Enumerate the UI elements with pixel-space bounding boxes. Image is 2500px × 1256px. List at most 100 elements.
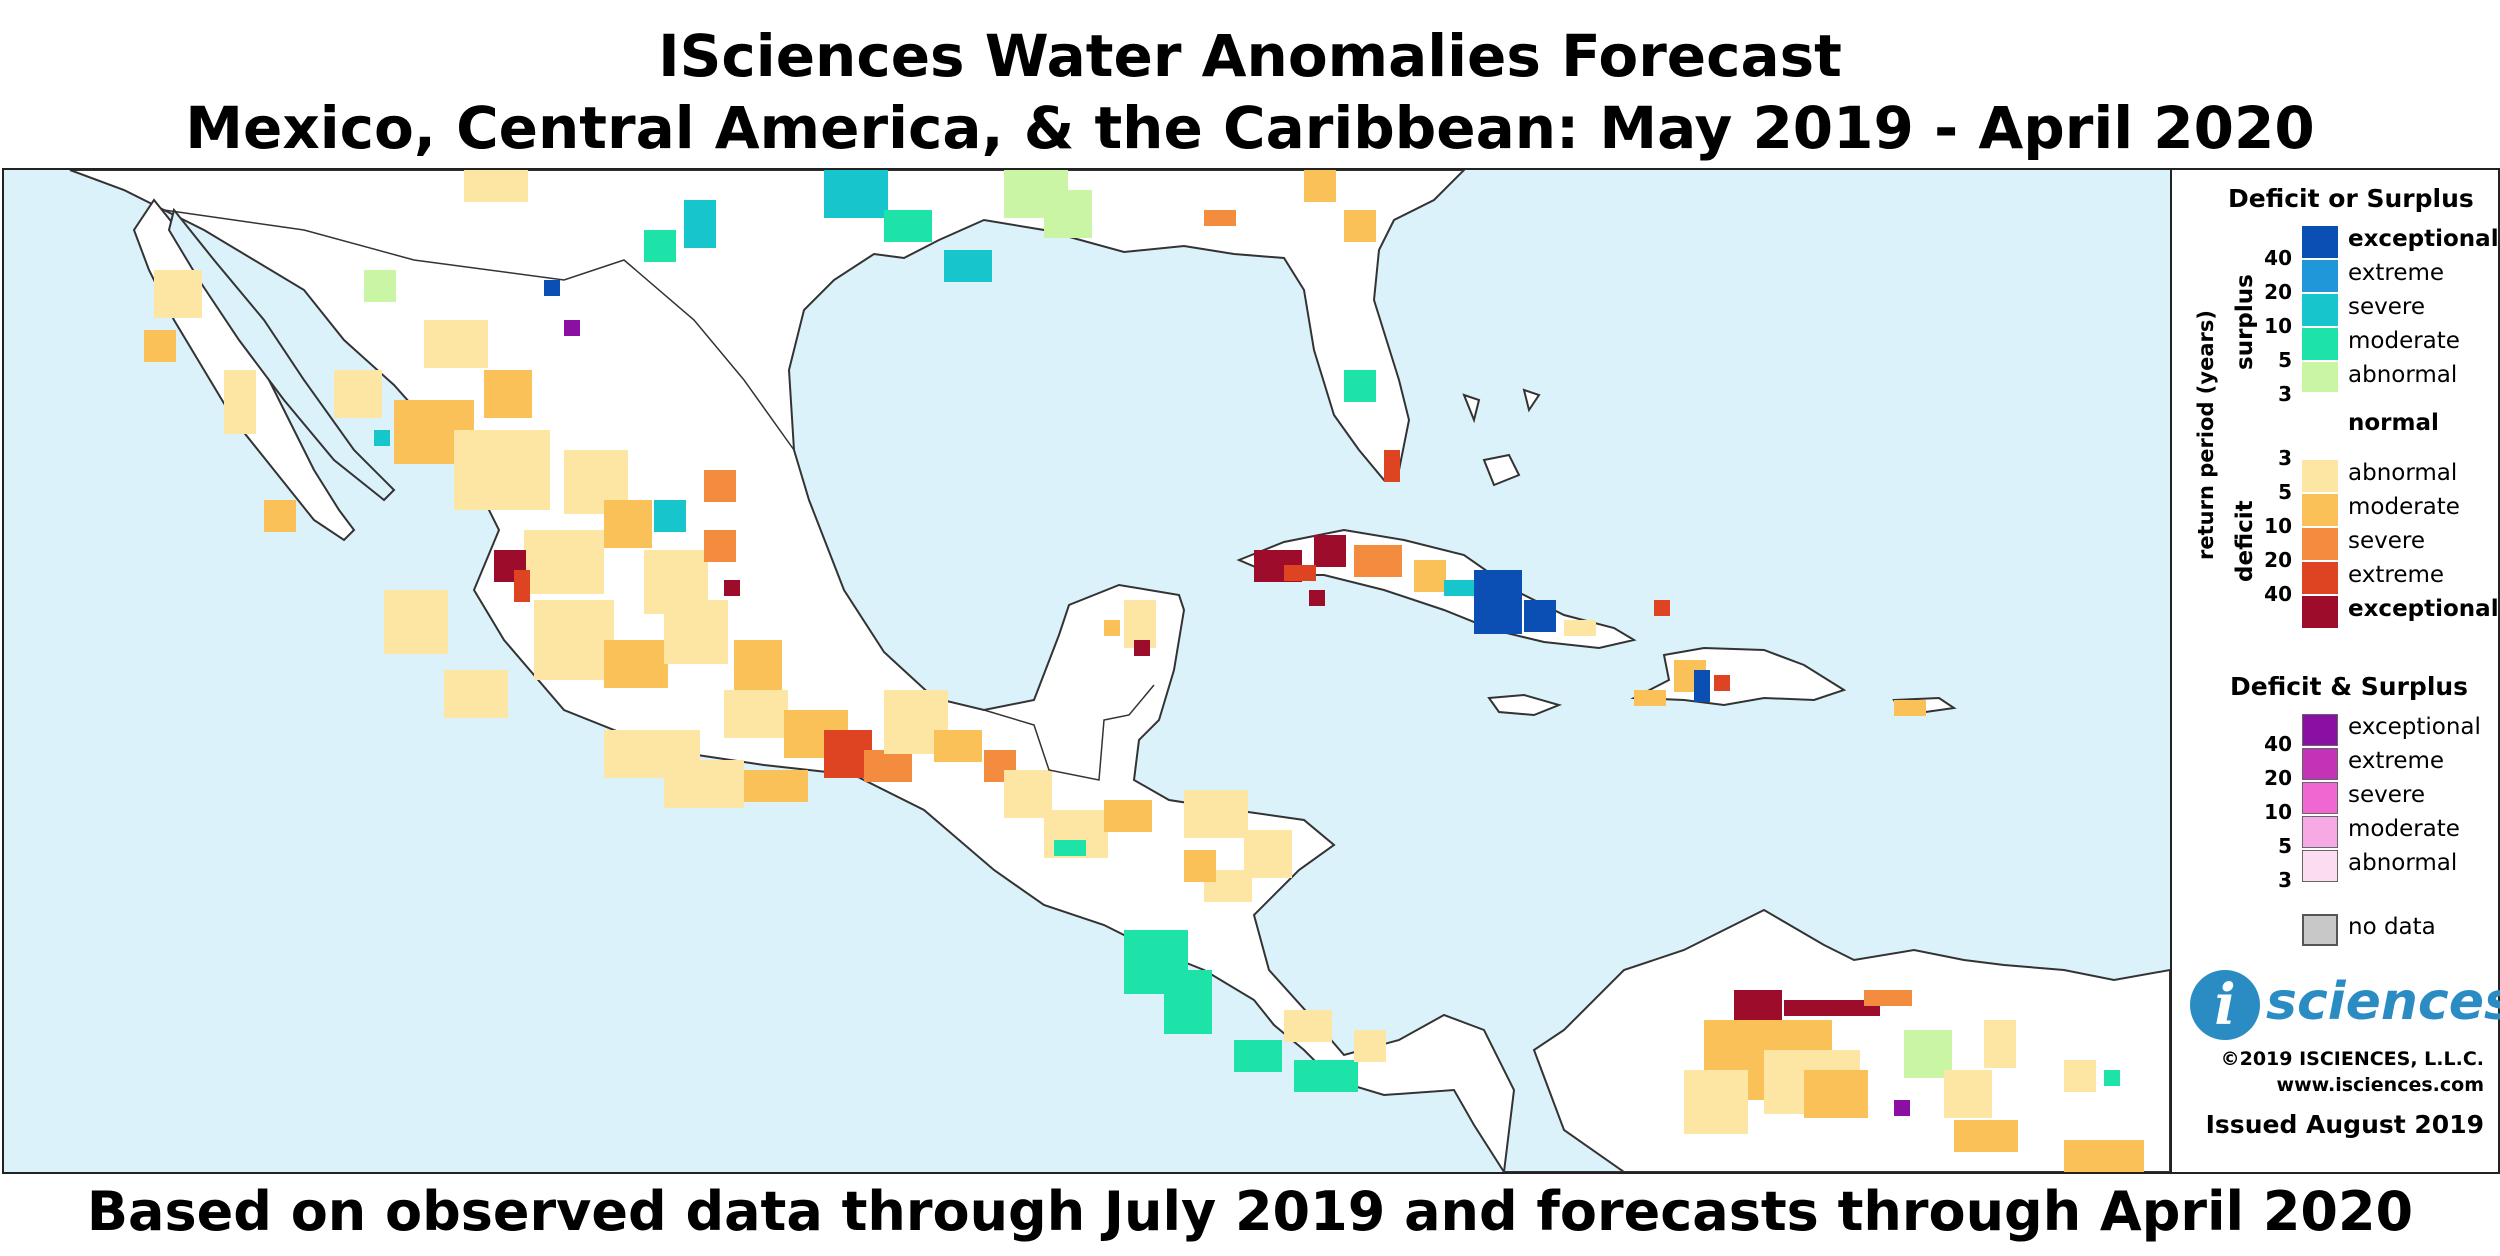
anomaly-cell [2104,1070,2120,1086]
legend-label-surplus-abnormal: abnormal [2348,362,2458,388]
anomaly-cell [424,320,488,368]
anomaly-cell [644,230,676,262]
anomaly-cell [944,250,992,282]
anomaly-cell [1784,1000,1880,1016]
legend-tick-both-3: 3 [2278,868,2292,892]
legend-tick-deficit-5: 5 [2278,480,2292,504]
logo-wordmark: sciences [2266,972,2500,1032]
anomaly-cell [384,590,448,654]
legend-tick-surplus-10: 10 [2264,314,2292,338]
anomaly-cell [1804,1070,1868,1118]
title-line-2: Mexico, Central America, & the Caribbean… [185,94,2315,162]
anomaly-cell [1284,565,1316,581]
anomaly-cell [1234,1040,1282,1072]
anomaly-cell [604,500,652,548]
anomaly-cell [1284,1010,1332,1042]
legend-tick-both-10: 10 [2264,800,2292,824]
legend-label-surplus-severe: severe [2348,294,2425,320]
anomaly-cell [664,600,728,664]
anomaly-cell [1344,370,1376,402]
legend-axis-return-period: return period (years) [2194,310,2218,560]
legend-tick-deficit-3: 3 [2278,446,2292,470]
anomaly-cells [144,170,2144,1172]
anomaly-cell [1164,970,1212,1034]
legend-label-deficit-abnormal: abnormal [2348,460,2458,486]
anomaly-cell [1054,840,1086,856]
land-bahamas [1462,388,1541,487]
anomaly-cell [824,170,888,218]
legend-swatch-both-severe [2302,782,2338,814]
anomaly-cell [454,430,550,510]
anomaly-cell [1894,1100,1910,1116]
legend-label-both-exceptional: exceptional [2348,714,2481,740]
legend-label-both-extreme: extreme [2348,748,2445,774]
anomaly-cell [1634,690,1666,706]
legend-tick-both-20: 20 [2264,766,2292,790]
website-text: www.isciences.com [2276,1074,2484,1096]
anomaly-cell [564,320,580,336]
logo-i-icon: i [2190,970,2260,1040]
map-canvas [69,170,2170,1172]
legend-swatch-surplus-severe [2302,294,2338,326]
land-north-america [69,170,2170,1172]
legend: Deficit or Surplus return period (years)… [2170,168,2500,1174]
legend-heading-deficit-and-surplus: Deficit & Surplus [2230,672,2469,701]
legend-swatch-both-extreme [2302,748,2338,780]
anomaly-cell [484,370,532,418]
anomaly-cell [1184,850,1216,882]
anomaly-cell [664,760,744,808]
legend-swatch-deficit-exceptional [2302,596,2338,628]
anomaly-cell [144,330,176,362]
anomaly-cell [514,570,530,602]
border-us-mexico [163,209,795,451]
legend-tick-surplus-20: 20 [2264,280,2292,304]
legend-label-deficit-severe: severe [2348,528,2425,554]
legend-tick-surplus-5: 5 [2278,348,2292,372]
legend-tick-deficit-20: 20 [2264,548,2292,572]
anomaly-cell [1864,990,1912,1006]
anomaly-cell [1309,590,1325,606]
legend-label-deficit-exceptional: exceptional [2348,596,2499,622]
anomaly-cell [364,270,396,302]
footer-note: Based on observed data through July 2019… [86,1180,2414,1243]
anomaly-cell [1714,675,1730,691]
anomaly-cell [1354,1030,1386,1062]
anomaly-cell [1984,1020,2016,1068]
anomaly-cell [684,200,716,248]
legend-swatch-surplus-moderate [2302,328,2338,360]
anomaly-cell [744,770,808,802]
anomaly-cell [934,730,982,762]
legend-label-both-moderate: moderate [2348,816,2460,842]
legend-swatch-surplus-abnormal [2302,362,2338,394]
legend-swatch-deficit-moderate [2302,494,2338,526]
anomaly-cell [1944,1070,1992,1118]
anomaly-cell [1524,600,1556,632]
issued-date: Issued August 2019 [2205,1110,2484,1139]
legend-tick-both-40: 40 [2264,732,2292,756]
anomaly-cell [864,750,912,782]
anomaly-cell [154,270,202,318]
legend-tick-surplus-40: 40 [2264,246,2292,270]
legend-swatch-deficit-abnormal [2302,460,2338,492]
anomaly-cell [1684,1070,1748,1134]
copyright-text: ©2019 ISCIENCES, L.L.C. [2220,1048,2484,1070]
map-title: ISciences Water Anomalies Forecast Mexic… [0,20,2500,164]
anomaly-cell [1044,190,1092,238]
anomaly-cell [724,580,740,596]
anomaly-cell [604,640,668,688]
anomaly-cell [1414,560,1446,592]
anomaly-cell [654,500,686,532]
anomaly-cell [1204,210,1236,226]
anomaly-cell [1344,210,1376,242]
legend-heading-deficit-or-surplus: Deficit or Surplus [2228,184,2474,213]
legend-label-deficit-extreme: extreme [2348,562,2445,588]
legend-swatch-both-moderate [2302,816,2338,848]
anomaly-cell [1314,535,1346,567]
anomaly-cell [264,500,296,532]
legend-label-both-abnormal: abnormal [2348,850,2458,876]
anomaly-cell [2064,1140,2144,1172]
anomaly-cell [1354,545,1402,577]
anomaly-cell [534,600,614,680]
anomaly-cell [1564,620,1596,636]
legend-label-deficit-moderate: moderate [2348,494,2460,520]
